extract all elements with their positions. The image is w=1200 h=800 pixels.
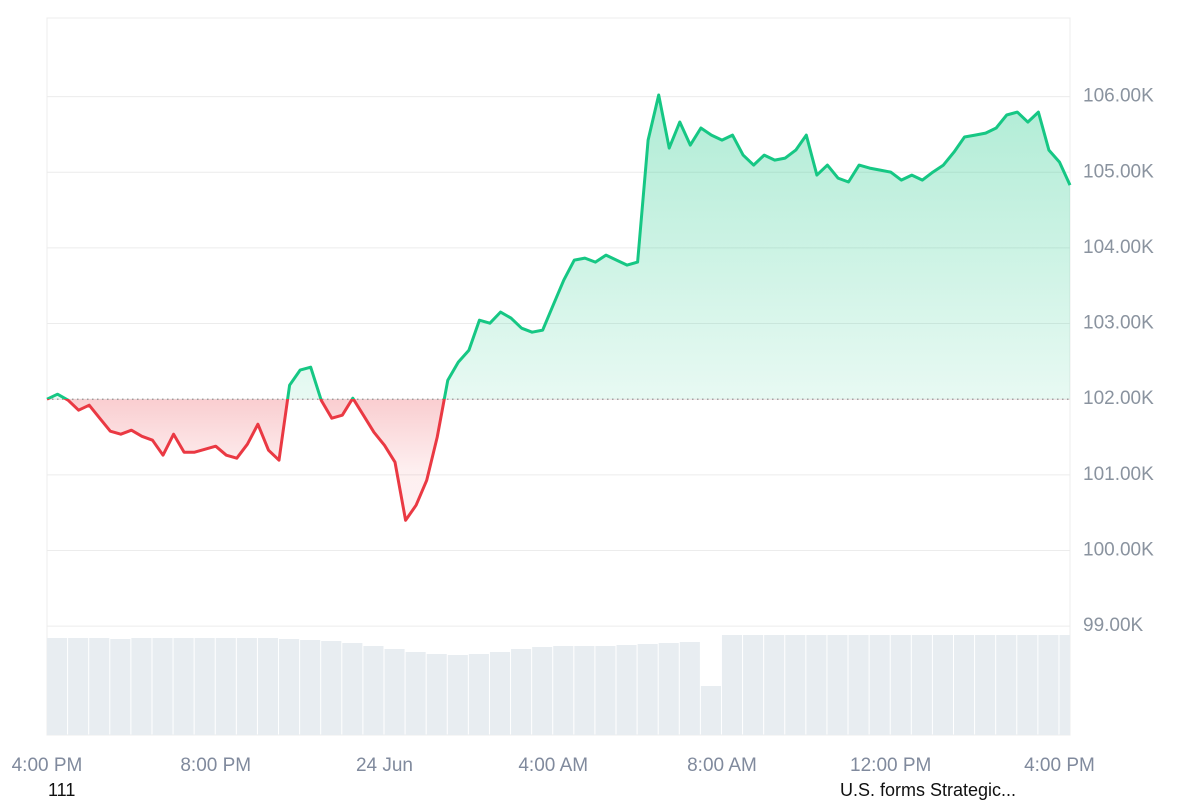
volume-bar [1017,635,1038,735]
volume-bar [553,646,574,735]
volume-bar [110,639,131,735]
volume-bar [279,639,300,735]
volume-bar [658,643,679,735]
volume-bar [447,655,468,735]
volume-bar [426,654,447,735]
y-tick-label: 106.00K [1083,86,1154,107]
x-tick-label: 12:00 PM [850,755,931,776]
volume-bar [911,635,932,735]
y-tick-label: 103.00K [1083,313,1154,334]
volume-bar [953,635,975,735]
volume-bar [679,642,700,735]
volume-bar [405,652,426,735]
volume-bar [932,635,953,735]
volume-bar [827,635,848,735]
volume-bar [47,638,68,735]
y-tick-label: 101.00K [1083,464,1154,485]
volume-bar [785,635,806,735]
volume-bar [700,686,721,735]
price-area [47,95,1070,521]
volume-bar [236,638,257,735]
volume-bar [363,646,384,735]
volume-bar [384,649,405,735]
x-tick-label: 8:00 AM [687,755,757,776]
volume-bar [300,640,321,735]
volume-bar [975,635,996,735]
volume-bar [869,635,890,735]
x-tick-label: 8:00 PM [180,755,251,776]
x-tick-label: 4:00 AM [518,755,588,776]
volume-bar [764,635,785,735]
annotation: 111 [48,780,75,800]
volume-bar [215,638,236,735]
y-tick-label: 102.00K [1083,388,1154,409]
volume-bar [637,644,658,735]
volume-bar [468,654,489,735]
volume-bar [321,641,342,735]
y-tick-label: 100.00K [1083,539,1154,560]
volume-bar [173,638,194,735]
y-tick-label: 105.00K [1083,161,1154,182]
volume-bar [574,646,595,735]
volume-bar [1038,635,1059,735]
volume-bar [743,635,764,735]
volume-bar [532,647,553,735]
volume-bar [68,638,89,735]
volume-bar [511,649,532,735]
volume-bar [616,645,637,735]
volume-bar [131,638,152,735]
y-tick-label: 104.00K [1083,237,1154,258]
volume-bar [806,635,827,735]
x-tick-label: 4:00 PM [1024,755,1095,776]
volume-bar [1059,635,1070,735]
annotation: U.S. forms Strategic... [840,780,1016,800]
volume-bar [89,638,110,735]
volume-bar [194,638,215,735]
volume-bar [257,638,279,735]
price-line [46,93,1072,522]
volume-bar [489,652,511,735]
volume-bar [342,643,363,735]
volume-bar [152,638,173,735]
volume-bar [848,635,869,735]
volume-bar [721,635,743,735]
volume-bar [595,646,616,735]
volume-bar [890,635,911,735]
x-tick-label: 4:00 PM [12,755,83,776]
x-tick-label: 24 Jun [356,755,413,776]
y-tick-label: 99.00K [1083,615,1144,636]
volume-bar [996,635,1017,735]
